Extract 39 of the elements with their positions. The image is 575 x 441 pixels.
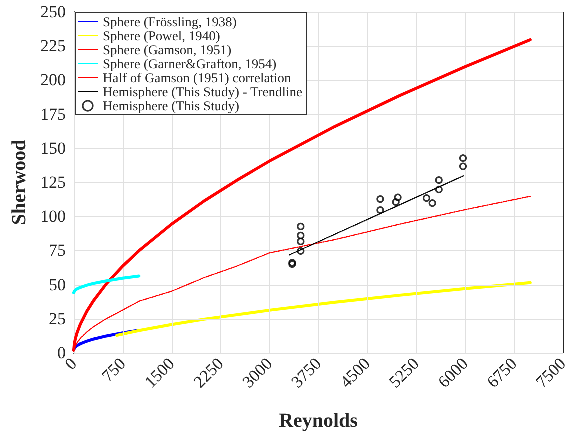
x-tick-label: 6750	[483, 354, 521, 392]
point	[297, 238, 305, 246]
point	[459, 162, 468, 170]
legend-label: Hemisphere (This Study)	[103, 98, 240, 114]
legend-label: Half of Gamson (1951) correlation	[103, 70, 292, 86]
legend-label: Sphere (Garner&Grafton, 1954)	[103, 56, 277, 72]
line-series	[116, 281, 532, 338]
x-tick-label: 4500	[336, 354, 374, 392]
legend-label: Sphere (Frössling, 1938)	[103, 14, 237, 30]
point	[422, 194, 431, 202]
point	[435, 186, 443, 194]
point	[297, 222, 305, 230]
x-tick-label: 6000	[434, 354, 472, 392]
y-axis-title: Sherwood	[8, 140, 31, 226]
point	[376, 206, 384, 214]
y-tick-label: 125	[40, 173, 66, 192]
y-tick-label: 100	[40, 207, 66, 226]
legend-label: Sphere (Gamson, 1951)	[103, 42, 232, 58]
legend-label: Hemisphere (This Study) - Trendline	[103, 84, 302, 100]
y-tick-label: 150	[40, 138, 66, 158]
point	[428, 200, 436, 208]
y-tick-label: 50	[49, 275, 66, 294]
point	[297, 232, 305, 240]
line-series	[72, 274, 141, 294]
point	[459, 154, 468, 162]
x-axis-title: Reynolds	[279, 410, 358, 432]
point	[376, 195, 384, 204]
y-tick-label: 200	[40, 70, 66, 90]
point	[435, 176, 443, 184]
y-tick-label: 225	[40, 36, 66, 56]
y-tick-label: 25	[49, 309, 66, 328]
point	[394, 194, 402, 202]
point	[392, 198, 400, 206]
x-tick-label: 750	[98, 354, 130, 386]
legend-label: Sphere (Powel, 1940)	[103, 28, 220, 44]
point	[297, 247, 305, 256]
y-tick-label: 75	[49, 241, 66, 260]
y-tick-label: 175	[40, 104, 66, 124]
y-tick-label: 250	[40, 2, 66, 22]
